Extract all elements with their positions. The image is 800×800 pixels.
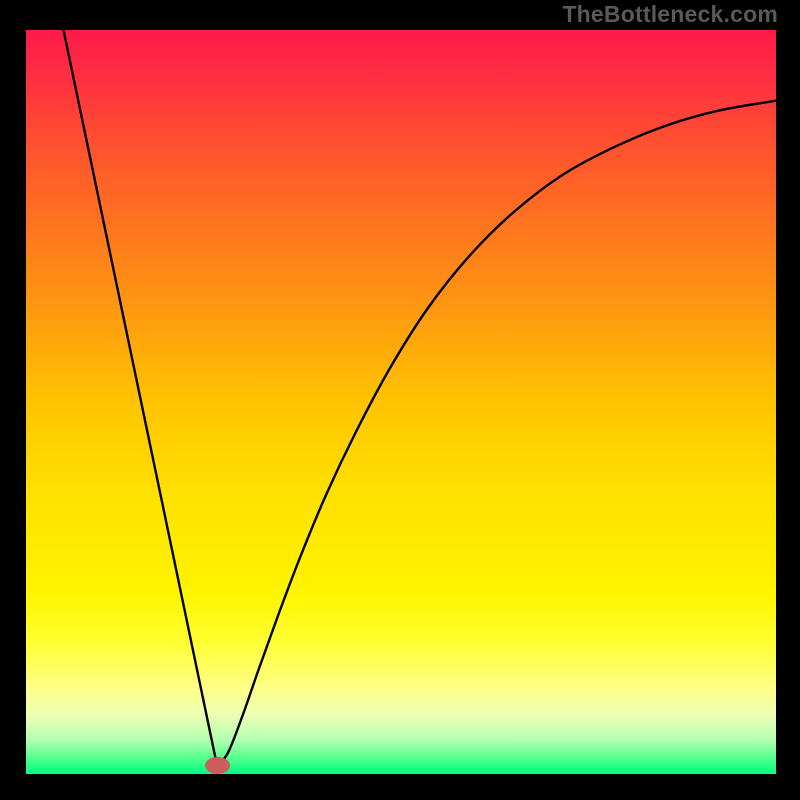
plot-area [26, 30, 776, 774]
bottleneck-curve [26, 30, 776, 774]
watermark-text: TheBottleneck.com [562, 1, 778, 28]
minimum-marker [205, 757, 230, 774]
